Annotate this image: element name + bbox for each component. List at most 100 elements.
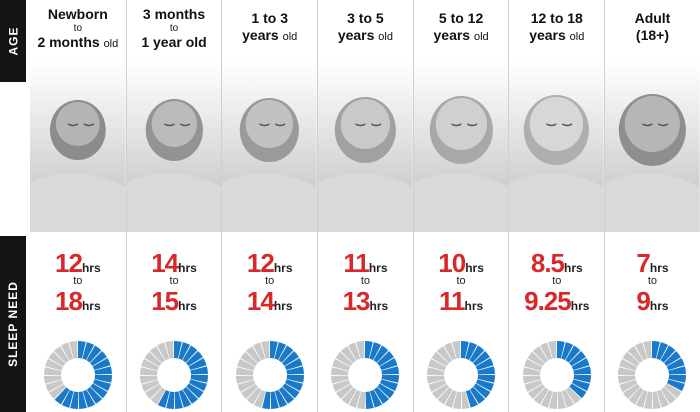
donut-segment-empty — [623, 383, 641, 400]
donut-segment-filled — [667, 379, 686, 392]
age-line-1: Newborn — [47, 6, 108, 22]
donut-segment-filled — [465, 389, 479, 408]
age-line-1: 1 to 3 — [251, 10, 288, 26]
age-line-2-main: years — [433, 26, 471, 43]
hrs-unit: hrs — [649, 299, 669, 313]
age-line-2: 2 months old — [30, 34, 126, 51]
sleep-fraction-donut — [139, 340, 209, 410]
donut-segment-filled — [188, 358, 207, 371]
sleep-to: to — [169, 275, 179, 287]
sleep-max-hours: 14 — [246, 286, 275, 316]
donut-segment-empty — [522, 367, 541, 375]
donut-segment-empty — [523, 358, 542, 371]
donut-segment-empty — [140, 367, 158, 375]
sleep-need-range: 10hrs to 11hrs — [414, 250, 509, 330]
donut-segment-filled — [377, 350, 395, 367]
sleep-min-hours: 12 — [55, 248, 83, 278]
donut-segment-empty — [623, 351, 641, 367]
donut-segment-empty — [452, 341, 461, 359]
sleep-need-range: 12hrs to 14hrs — [222, 250, 317, 330]
donut-segment-empty — [48, 351, 66, 367]
donut-segment-empty — [53, 346, 69, 363]
hrs-unit: hrs — [465, 261, 484, 275]
donut-segment-filled — [664, 350, 682, 367]
sleeping-child-photo — [222, 62, 318, 232]
donut-segment-empty — [618, 367, 636, 375]
donut-segment-empty — [540, 389, 553, 408]
donut-segment-empty — [437, 387, 453, 405]
donut-segment-empty — [335, 351, 354, 367]
donut-segment-filled — [178, 389, 192, 408]
donut-segment-filled — [477, 375, 496, 383]
donut-segment-empty — [461, 391, 470, 409]
donut-segment-filled — [189, 379, 207, 392]
age-line-2-main: years — [529, 26, 566, 43]
hrs-unit: hrs — [564, 261, 583, 275]
donut-segment-filled — [269, 341, 278, 359]
donut-segment-filled — [174, 341, 182, 359]
age-line-2-main: 1 year old — [141, 34, 207, 51]
donut-segment-filled — [381, 366, 400, 375]
hrs-unit: hrs — [369, 299, 389, 313]
donut-segment-filled — [54, 387, 70, 405]
sleep-fraction-donut — [330, 340, 400, 410]
donut-segment-empty — [635, 342, 648, 361]
donut-segment-empty — [636, 389, 649, 408]
donut-segment-filled — [284, 379, 303, 392]
donut-segment-empty — [43, 375, 62, 384]
donut-segment-filled — [461, 341, 469, 359]
donut-segment-filled — [380, 358, 398, 371]
donut-segment-empty — [144, 351, 162, 367]
donut-segment-empty — [348, 342, 361, 361]
sleep-need-range: 12hrs to 18hrs — [30, 250, 126, 330]
donut-segment-filled — [186, 383, 204, 399]
donut-segment-filled — [573, 366, 591, 375]
donut-segment-empty — [644, 391, 653, 409]
donut-segment-filled — [190, 375, 209, 383]
donut-segment-filled — [652, 341, 661, 359]
sleep-to: to — [265, 275, 275, 287]
donut-segment-filled — [86, 345, 102, 363]
sleep-min-hours: 14 — [151, 248, 179, 278]
donut-segment-empty — [336, 383, 354, 400]
donut-segment-filled — [82, 342, 94, 361]
donut-segment-empty — [527, 351, 545, 367]
donut-segment-empty — [444, 342, 457, 361]
donut-segment-filled — [669, 375, 687, 383]
donut-segment-filled — [182, 345, 198, 363]
donut-segment-filled — [470, 387, 486, 404]
sleep-to: to — [456, 275, 466, 287]
donut-segment-empty — [341, 346, 357, 363]
donut-segment-filled — [573, 375, 591, 383]
sleep-min-hours: 11 — [343, 248, 369, 278]
donut-segment-empty — [618, 375, 637, 384]
sleeping-child-photo — [318, 62, 413, 232]
donut-segment-empty — [48, 383, 66, 400]
donut-segment-empty — [157, 342, 170, 361]
age-line-2: 1 year old — [127, 34, 222, 51]
sleep-need-range: 7hrs to 9hrs — [605, 250, 700, 330]
donut-segment-empty — [527, 383, 545, 400]
donut-segment-empty — [141, 379, 160, 392]
donut-segment-filled — [477, 366, 496, 375]
donut-segment-filled — [261, 391, 270, 409]
donut-segment-empty — [357, 391, 366, 409]
donut-segment-empty — [43, 367, 62, 375]
age-range-label: Newborn to 2 months old — [30, 0, 126, 60]
donut-segment-empty — [45, 379, 64, 392]
donut-segment-empty — [356, 341, 365, 359]
donut-segment-empty — [453, 391, 462, 409]
donut-segment-filled — [369, 342, 382, 361]
donut-segment-empty — [652, 391, 662, 409]
sleep-max-hours: 9 — [636, 286, 651, 316]
sleep-max-hours: 18 — [55, 286, 83, 316]
donut-segment-empty — [522, 375, 541, 384]
donut-segment-empty — [664, 383, 682, 399]
donut-segment-filled — [92, 358, 111, 371]
donut-segment-empty — [565, 387, 581, 404]
donut-segment-filled — [469, 345, 485, 363]
age-column: 5 to 12 years old 10hrs to 11hrs — [412, 0, 509, 412]
sleep-fraction-donut — [43, 340, 113, 410]
donut-segment-filled — [278, 387, 294, 404]
age-side-label: AGE — [0, 0, 26, 82]
